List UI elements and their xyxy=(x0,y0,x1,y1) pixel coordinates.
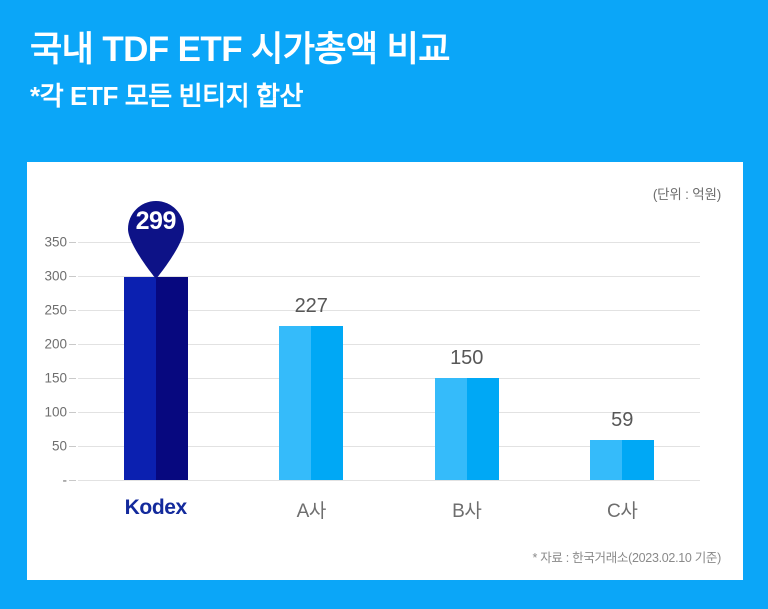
x-axis-category-label: A사 xyxy=(296,501,327,522)
bar-value-label: 150 xyxy=(450,347,484,369)
y-axis-tick-mark xyxy=(69,242,76,243)
y-axis-tick-mark xyxy=(69,480,76,481)
y-axis-tick-mark xyxy=(69,310,76,311)
bar-value-label: 227 xyxy=(294,294,328,317)
y-axis-tick-mark xyxy=(69,344,76,345)
pin-value-label: 299 xyxy=(135,206,177,235)
bar-segment-left xyxy=(279,325,312,480)
x-axis-category-label: B사 xyxy=(452,501,482,522)
page-title: 국내 TDF ETF 시가총액 비교 xyxy=(30,30,450,69)
x-axis-category-label: C사 xyxy=(607,501,638,522)
y-axis-tick-label: 150 xyxy=(44,370,67,386)
bar-segment-left xyxy=(590,439,623,480)
unit-label: (단위 : 억원) xyxy=(652,187,721,202)
y-axis-tick-label: 350 xyxy=(44,234,67,250)
bar[interactable] xyxy=(590,439,655,480)
plot-area: 350 300 250 200 150 100 50 - 299 Kodex 227 A사 150 B사 5… xyxy=(44,200,700,522)
bar-highlight[interactable] xyxy=(123,276,188,480)
bar-segment-left xyxy=(123,276,156,480)
bar-segment-right xyxy=(622,439,655,480)
bar[interactable] xyxy=(434,378,499,480)
y-axis-tick-label: 100 xyxy=(44,404,67,420)
y-axis-tick-label: - xyxy=(62,472,68,488)
bar-value-label: 59 xyxy=(611,408,634,431)
bar[interactable] xyxy=(279,325,344,480)
chart-header: 국내 TDF ETF 시가총액 비교 *각 ETF 모든 빈티지 합산 xyxy=(30,28,730,114)
bar-segment-right xyxy=(466,378,499,480)
x-axis-category-label: Kodex xyxy=(124,496,188,519)
y-axis-tick-label: 50 xyxy=(51,438,67,454)
y-axis-tick-mark xyxy=(69,378,76,379)
chart-card: (단위 : 억원) 350 300 250 200 150 100 50 - 299 Kodex 2… xyxy=(27,162,743,580)
gridline xyxy=(78,310,700,311)
gridline xyxy=(78,446,700,447)
gridline xyxy=(78,276,700,277)
y-axis-tick-label: 200 xyxy=(44,336,67,352)
y-axis-tick-mark xyxy=(69,446,76,447)
y-axis-tick-label: 300 xyxy=(44,268,67,284)
gridline xyxy=(78,242,700,243)
y-axis-tick-mark xyxy=(69,276,76,277)
source-note: * 자료 : 한국거래소(2023.02.10 기준) xyxy=(532,551,721,565)
gridline xyxy=(78,378,700,379)
y-axis-tick-label: 250 xyxy=(44,302,67,318)
y-axis-tick-mark xyxy=(69,412,76,413)
bar-segment-left xyxy=(434,378,467,480)
bar-segment-right xyxy=(311,325,344,480)
gridline xyxy=(78,480,700,481)
gridline xyxy=(78,412,700,413)
bar-segment-right xyxy=(155,276,188,480)
gridline xyxy=(78,344,700,345)
page-subtitle: *각 ETF 모든 빈티지 합산 xyxy=(30,81,304,111)
value-pin-marker: 299 xyxy=(126,200,186,279)
